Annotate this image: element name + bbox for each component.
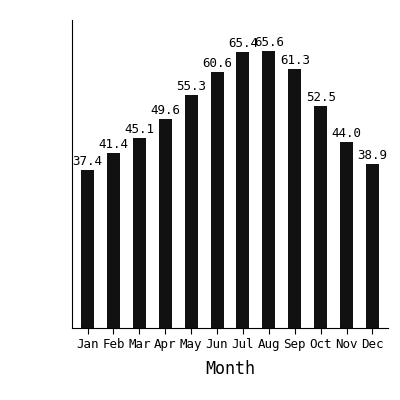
Text: 65.6: 65.6 <box>254 36 284 49</box>
Text: 61.3: 61.3 <box>280 54 310 67</box>
Text: 41.4: 41.4 <box>98 138 128 151</box>
Bar <box>366 164 379 328</box>
Bar <box>107 153 120 328</box>
Text: 45.1: 45.1 <box>124 123 154 136</box>
Text: 52.5: 52.5 <box>306 91 336 104</box>
Bar <box>340 142 353 328</box>
Text: 38.9: 38.9 <box>358 149 388 162</box>
Bar <box>159 119 172 328</box>
Text: 37.4: 37.4 <box>72 155 102 168</box>
Text: 65.4: 65.4 <box>228 37 258 50</box>
Bar <box>288 69 301 328</box>
Bar <box>210 72 224 328</box>
Text: 44.0: 44.0 <box>332 127 362 140</box>
Bar <box>81 170 94 328</box>
Bar <box>262 51 275 328</box>
Bar <box>185 95 198 328</box>
Text: 55.3: 55.3 <box>176 80 206 92</box>
X-axis label: Month: Month <box>205 360 255 378</box>
Text: 60.6: 60.6 <box>202 57 232 70</box>
Bar <box>236 52 250 328</box>
Bar <box>314 106 327 328</box>
Text: 49.6: 49.6 <box>150 104 180 117</box>
Bar <box>133 138 146 328</box>
